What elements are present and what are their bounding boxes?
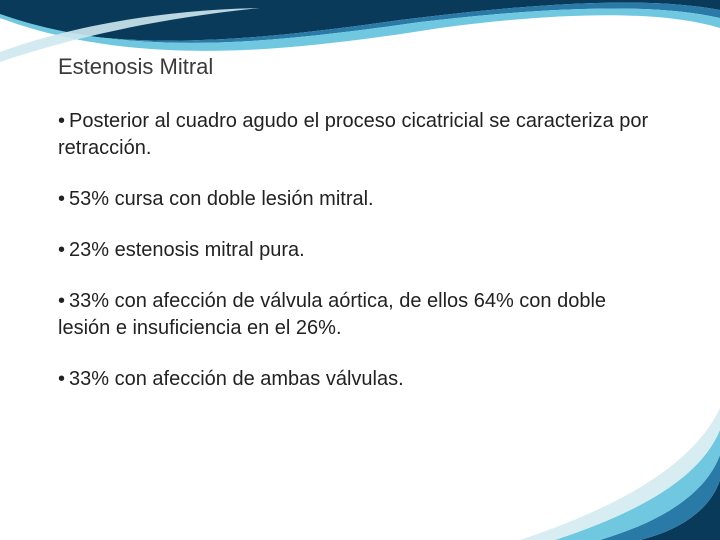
bullet-item: •23% estenosis mitral pura. — [58, 237, 658, 264]
bullet-label: Posterior al cuadro agudo el proceso cic… — [58, 110, 648, 159]
bullet-text: •33% con afección de ambas válvulas. — [58, 366, 658, 393]
bullet-label: 33% con afección de válvula aórtica, de … — [58, 290, 606, 339]
wave-corner-dark — [640, 480, 720, 540]
slide-title: Estenosis Mitral — [58, 54, 658, 80]
bullet-label: 53% cursa con doble lesión mitral. — [69, 188, 374, 210]
wave-corner-light — [555, 430, 720, 540]
bullet-text: •53% cursa con doble lesión mitral. — [58, 186, 658, 213]
bullet-label: 23% estenosis mitral pura. — [69, 239, 305, 261]
bullet-item: •Posterior al cuadro agudo el proceso ci… — [58, 108, 658, 162]
bullet-text: •23% estenosis mitral pura. — [58, 237, 658, 264]
bullet-item: •33% con afección de válvula aórtica, de… — [58, 288, 658, 342]
bullet-dot: • — [58, 368, 65, 390]
bullet-dot: • — [58, 290, 65, 312]
bullet-text: •Posterior al cuadro agudo el proceso ci… — [58, 108, 658, 162]
bullet-item: •33% con afección de ambas válvulas. — [58, 366, 658, 393]
wave-corner-pale — [520, 408, 720, 540]
bullet-text: •33% con afección de válvula aórtica, de… — [58, 288, 658, 342]
wave-corner-mid — [600, 455, 720, 540]
slide-content: Estenosis Mitral •Posterior al cuadro ag… — [58, 54, 658, 417]
wave-light — [0, 8, 720, 50]
wave-mid — [0, 3, 720, 43]
bullet-dot: • — [58, 110, 65, 132]
bullet-dot: • — [58, 239, 65, 261]
bullet-dot: • — [58, 188, 65, 210]
wave-dark — [0, 0, 720, 41]
bullet-label: 33% con afección de ambas válvulas. — [69, 368, 404, 390]
bullet-item: •53% cursa con doble lesión mitral. — [58, 186, 658, 213]
